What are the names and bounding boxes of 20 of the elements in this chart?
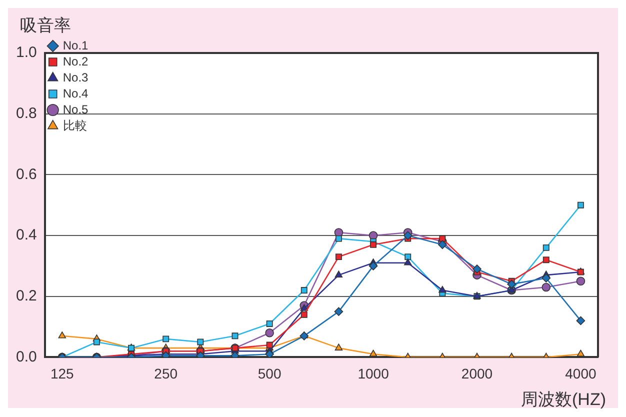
legend-label: No.4 <box>62 86 89 100</box>
x-axis-title: 周波数(HZ) <box>521 389 606 411</box>
x-tick-label: 1000 <box>358 365 390 382</box>
y-tick-label: 0.8 <box>16 104 37 122</box>
x-tick-label: 4000 <box>565 365 596 382</box>
legend-label: 比較 <box>62 118 87 132</box>
y-tick-label: 0.4 <box>16 226 37 244</box>
legend-label: No.2 <box>62 54 89 68</box>
y-tick-label: 0.6 <box>16 166 37 183</box>
legend-label: No.1 <box>62 38 89 52</box>
x-tick-label: 500 <box>258 365 282 382</box>
legend-label: No.3 <box>62 70 89 84</box>
y-tick-label: 1.0 <box>16 44 37 62</box>
y-tick-label: 0.0 <box>16 348 37 366</box>
x-tick-label: 125 <box>50 365 74 382</box>
x-tick-label: 2000 <box>461 365 493 382</box>
legend-label: No.5 <box>62 102 89 116</box>
y-tick-label: 0.2 <box>16 288 37 304</box>
y-axis-title: 吸音率 <box>20 15 71 37</box>
x-tick-label: 250 <box>154 365 178 382</box>
